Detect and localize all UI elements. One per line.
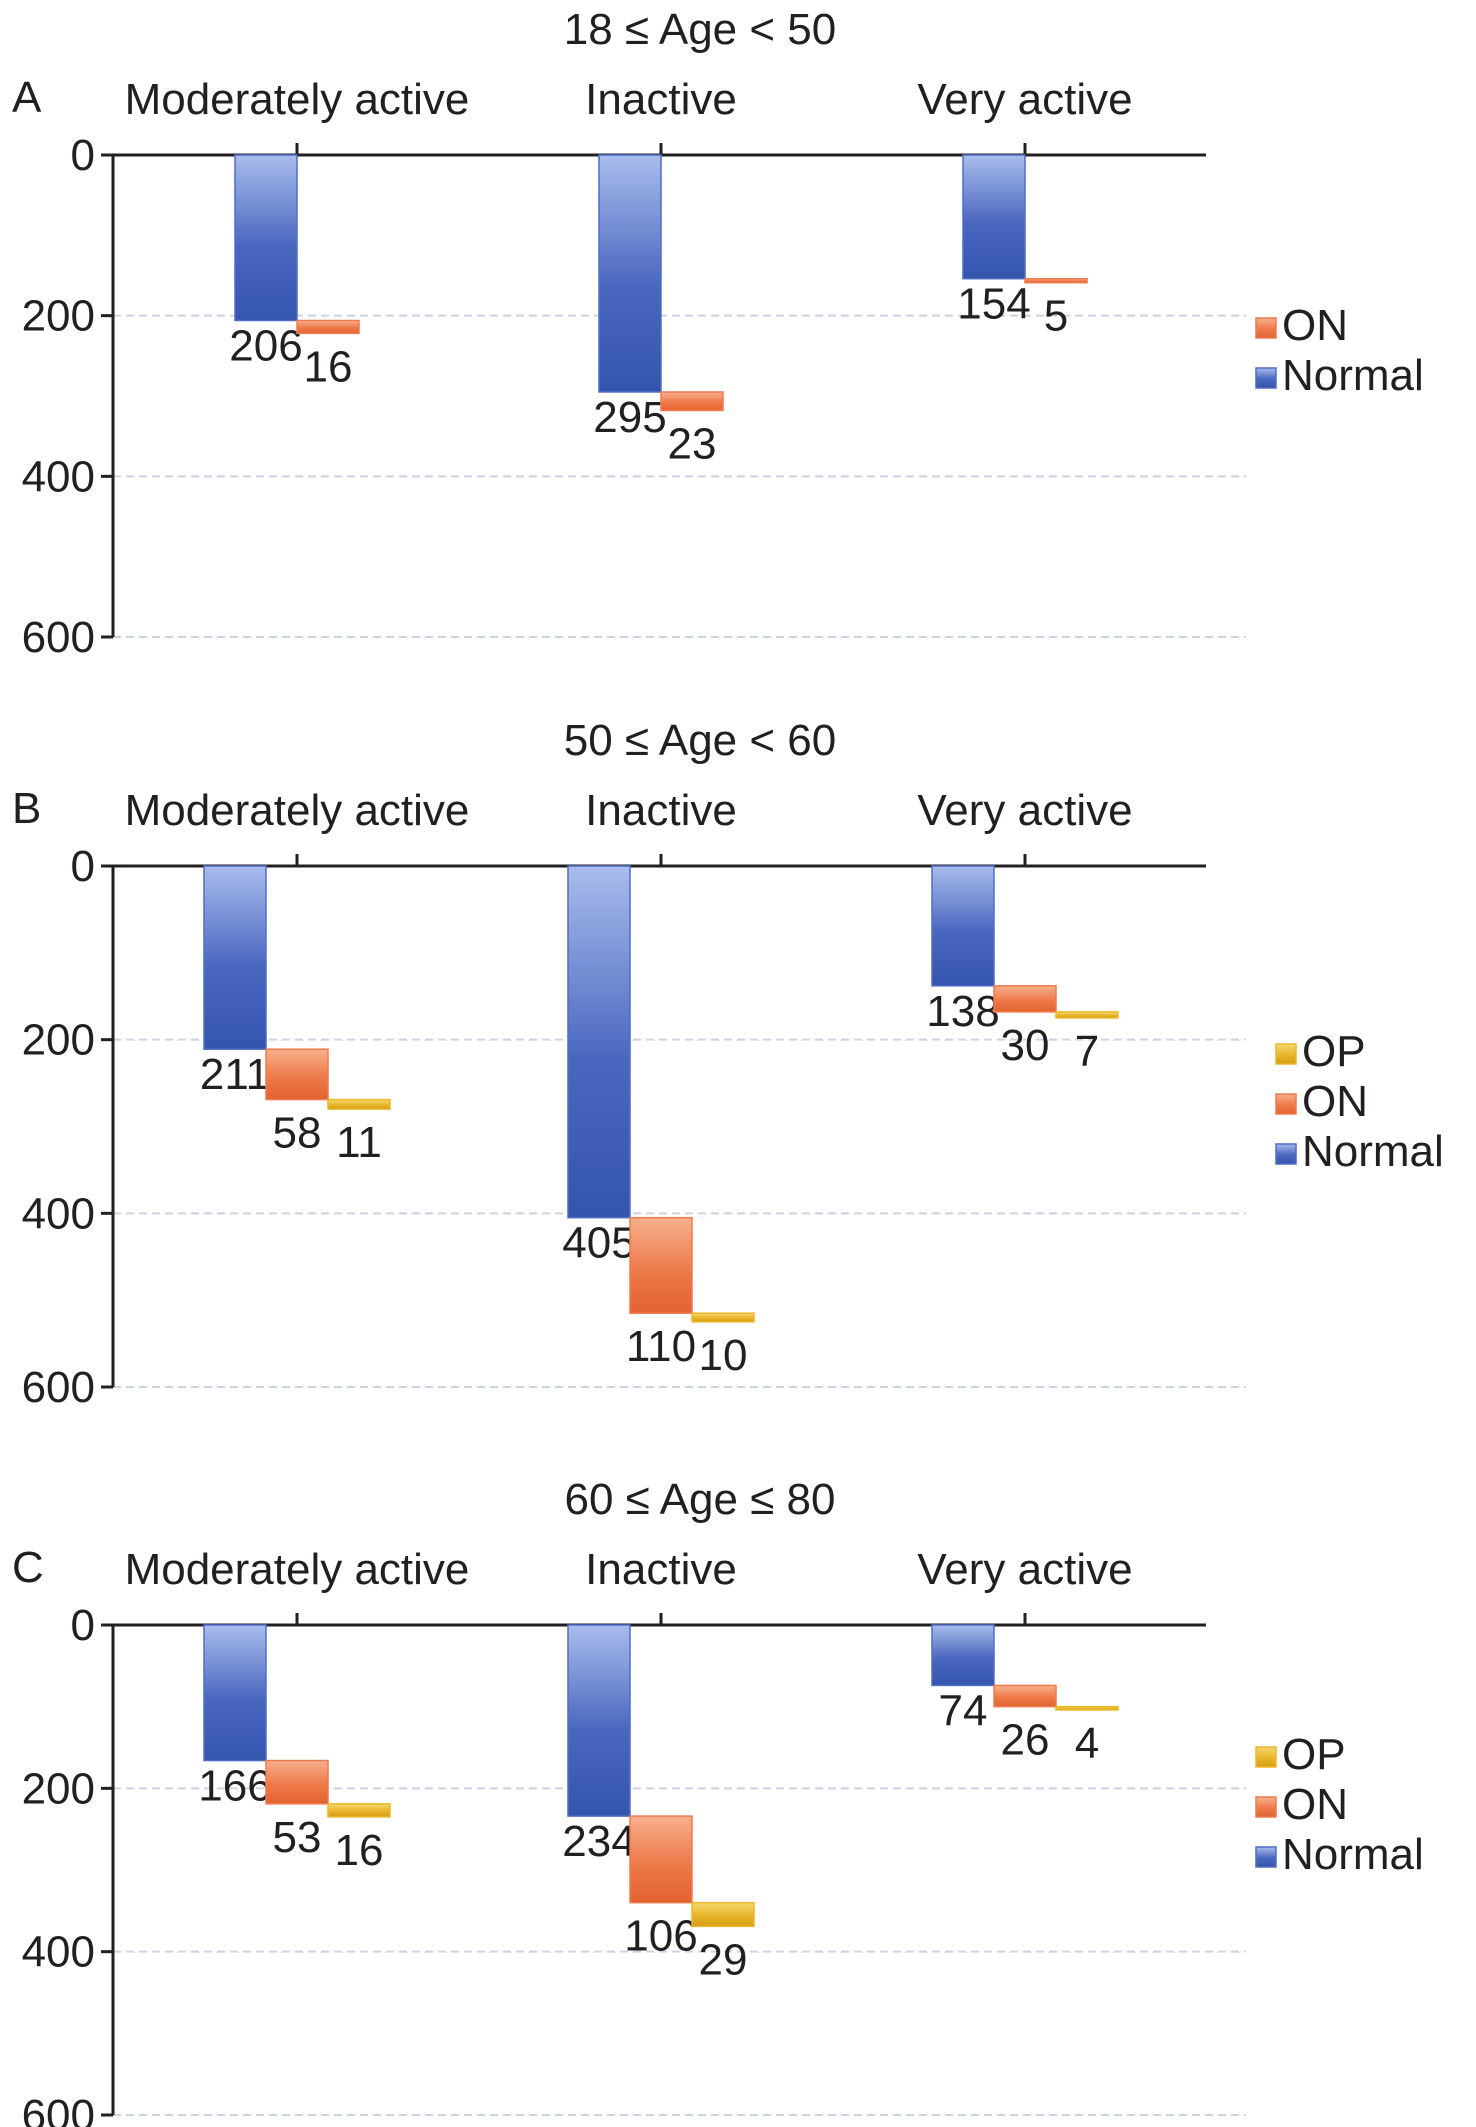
x-tick-label: Moderately active — [125, 786, 470, 835]
legend-swatch-normal — [1255, 367, 1277, 389]
x-tick-label: Inactive — [585, 1545, 737, 1594]
panel-letter: B — [12, 784, 41, 833]
bar-normal — [203, 1624, 267, 1762]
bar-on — [993, 985, 1057, 1013]
x-tick-label: Very active — [917, 1545, 1132, 1594]
y-tick-label: 400 — [22, 452, 95, 501]
legend-label: Normal — [1282, 351, 1424, 400]
bar-normal — [931, 1624, 995, 1687]
x-tick-label: Inactive — [585, 75, 737, 124]
legend-swatch-on — [1255, 317, 1277, 339]
y-tick-label: 0 — [71, 131, 95, 180]
panel-letter: C — [12, 1543, 44, 1592]
legend-swatch-on — [1275, 1093, 1297, 1115]
x-tick-label: Inactive — [585, 786, 737, 835]
chart-title: 50 ≤ Age < 60 — [564, 716, 837, 765]
bar-normal — [203, 865, 267, 1050]
y-tick-label: 200 — [22, 292, 95, 341]
bar-op — [327, 1098, 391, 1110]
legend-label: Normal — [1302, 1127, 1444, 1176]
data-label: 23 — [668, 419, 717, 468]
y-tick-label: 600 — [22, 613, 95, 662]
x-tick-label: Very active — [917, 75, 1132, 124]
data-label: 405 — [562, 1219, 635, 1268]
y-tick-label: 600 — [22, 2091, 95, 2127]
data-label: 10 — [699, 1331, 748, 1380]
x-tick-label: Very active — [917, 786, 1132, 835]
chart-title: 18 ≤ Age < 50 — [564, 5, 837, 54]
legend-label: OP — [1302, 1027, 1366, 1076]
bar-op — [691, 1312, 755, 1323]
legend-swatch-normal — [1255, 1846, 1277, 1868]
legend-label: ON — [1282, 1780, 1348, 1829]
bar-normal — [962, 154, 1026, 280]
chart-title: 60 ≤ Age ≤ 80 — [565, 1475, 836, 1524]
legend-swatch-on — [1255, 1796, 1277, 1818]
y-tick-label: 0 — [71, 1601, 95, 1650]
legend-swatch-normal — [1275, 1143, 1297, 1165]
bar-on — [265, 1759, 329, 1805]
legend-swatch-op — [1275, 1043, 1297, 1065]
y-tick-label: 400 — [22, 1189, 95, 1238]
data-label: 154 — [957, 280, 1030, 329]
data-label: 26 — [1001, 1716, 1050, 1765]
bar-op — [327, 1803, 391, 1818]
bar-on — [629, 1216, 693, 1314]
data-label: 30 — [1001, 1021, 1050, 1070]
data-label: 295 — [593, 393, 666, 442]
legend-label: ON — [1282, 301, 1348, 350]
data-label: 29 — [699, 1935, 748, 1984]
data-label: 4 — [1075, 1719, 1099, 1768]
y-tick-label: 600 — [22, 1363, 95, 1412]
bar-op — [1055, 1705, 1119, 1711]
data-label: 138 — [926, 987, 999, 1036]
bar-normal — [234, 154, 298, 322]
data-label: 206 — [229, 321, 302, 370]
bar-on — [1024, 277, 1088, 284]
bar-normal — [598, 154, 662, 393]
y-tick-label: 400 — [22, 1928, 95, 1977]
bar-on — [629, 1815, 693, 1904]
data-label: 5 — [1044, 292, 1068, 341]
data-label: 58 — [273, 1109, 322, 1158]
data-label: 211 — [200, 1050, 270, 1099]
y-tick-label: 200 — [22, 1016, 95, 1065]
data-label: 166 — [198, 1762, 271, 1811]
panel-letter: A — [12, 73, 42, 122]
bar-on — [265, 1048, 329, 1101]
data-label: 106 — [624, 1912, 697, 1961]
bar-normal — [567, 865, 631, 1219]
data-label: 16 — [335, 1826, 384, 1875]
legend-label: Normal — [1282, 1830, 1424, 1879]
y-tick-label: 0 — [71, 842, 95, 891]
data-label: 7 — [1075, 1027, 1099, 1076]
legend-label: ON — [1302, 1077, 1368, 1126]
legend-swatch-op — [1255, 1746, 1277, 1768]
data-label: 234 — [562, 1817, 635, 1866]
y-tick-label: 200 — [22, 1764, 95, 1813]
bar-on — [993, 1684, 1057, 1708]
bar-normal — [931, 865, 995, 987]
bar-op — [1055, 1011, 1119, 1019]
bar-op — [691, 1901, 755, 1928]
data-label: 11 — [336, 1118, 382, 1167]
bar-on — [660, 391, 724, 412]
data-label: 16 — [304, 342, 353, 391]
bar-on — [296, 319, 360, 335]
bar-normal — [567, 1624, 631, 1817]
data-label: 74 — [939, 1686, 988, 1735]
x-tick-label: Moderately active — [125, 1545, 470, 1594]
legend-label: OP — [1282, 1730, 1346, 1779]
data-label: 53 — [273, 1813, 322, 1862]
x-tick-label: Moderately active — [125, 75, 470, 124]
data-label: 110 — [626, 1322, 696, 1371]
